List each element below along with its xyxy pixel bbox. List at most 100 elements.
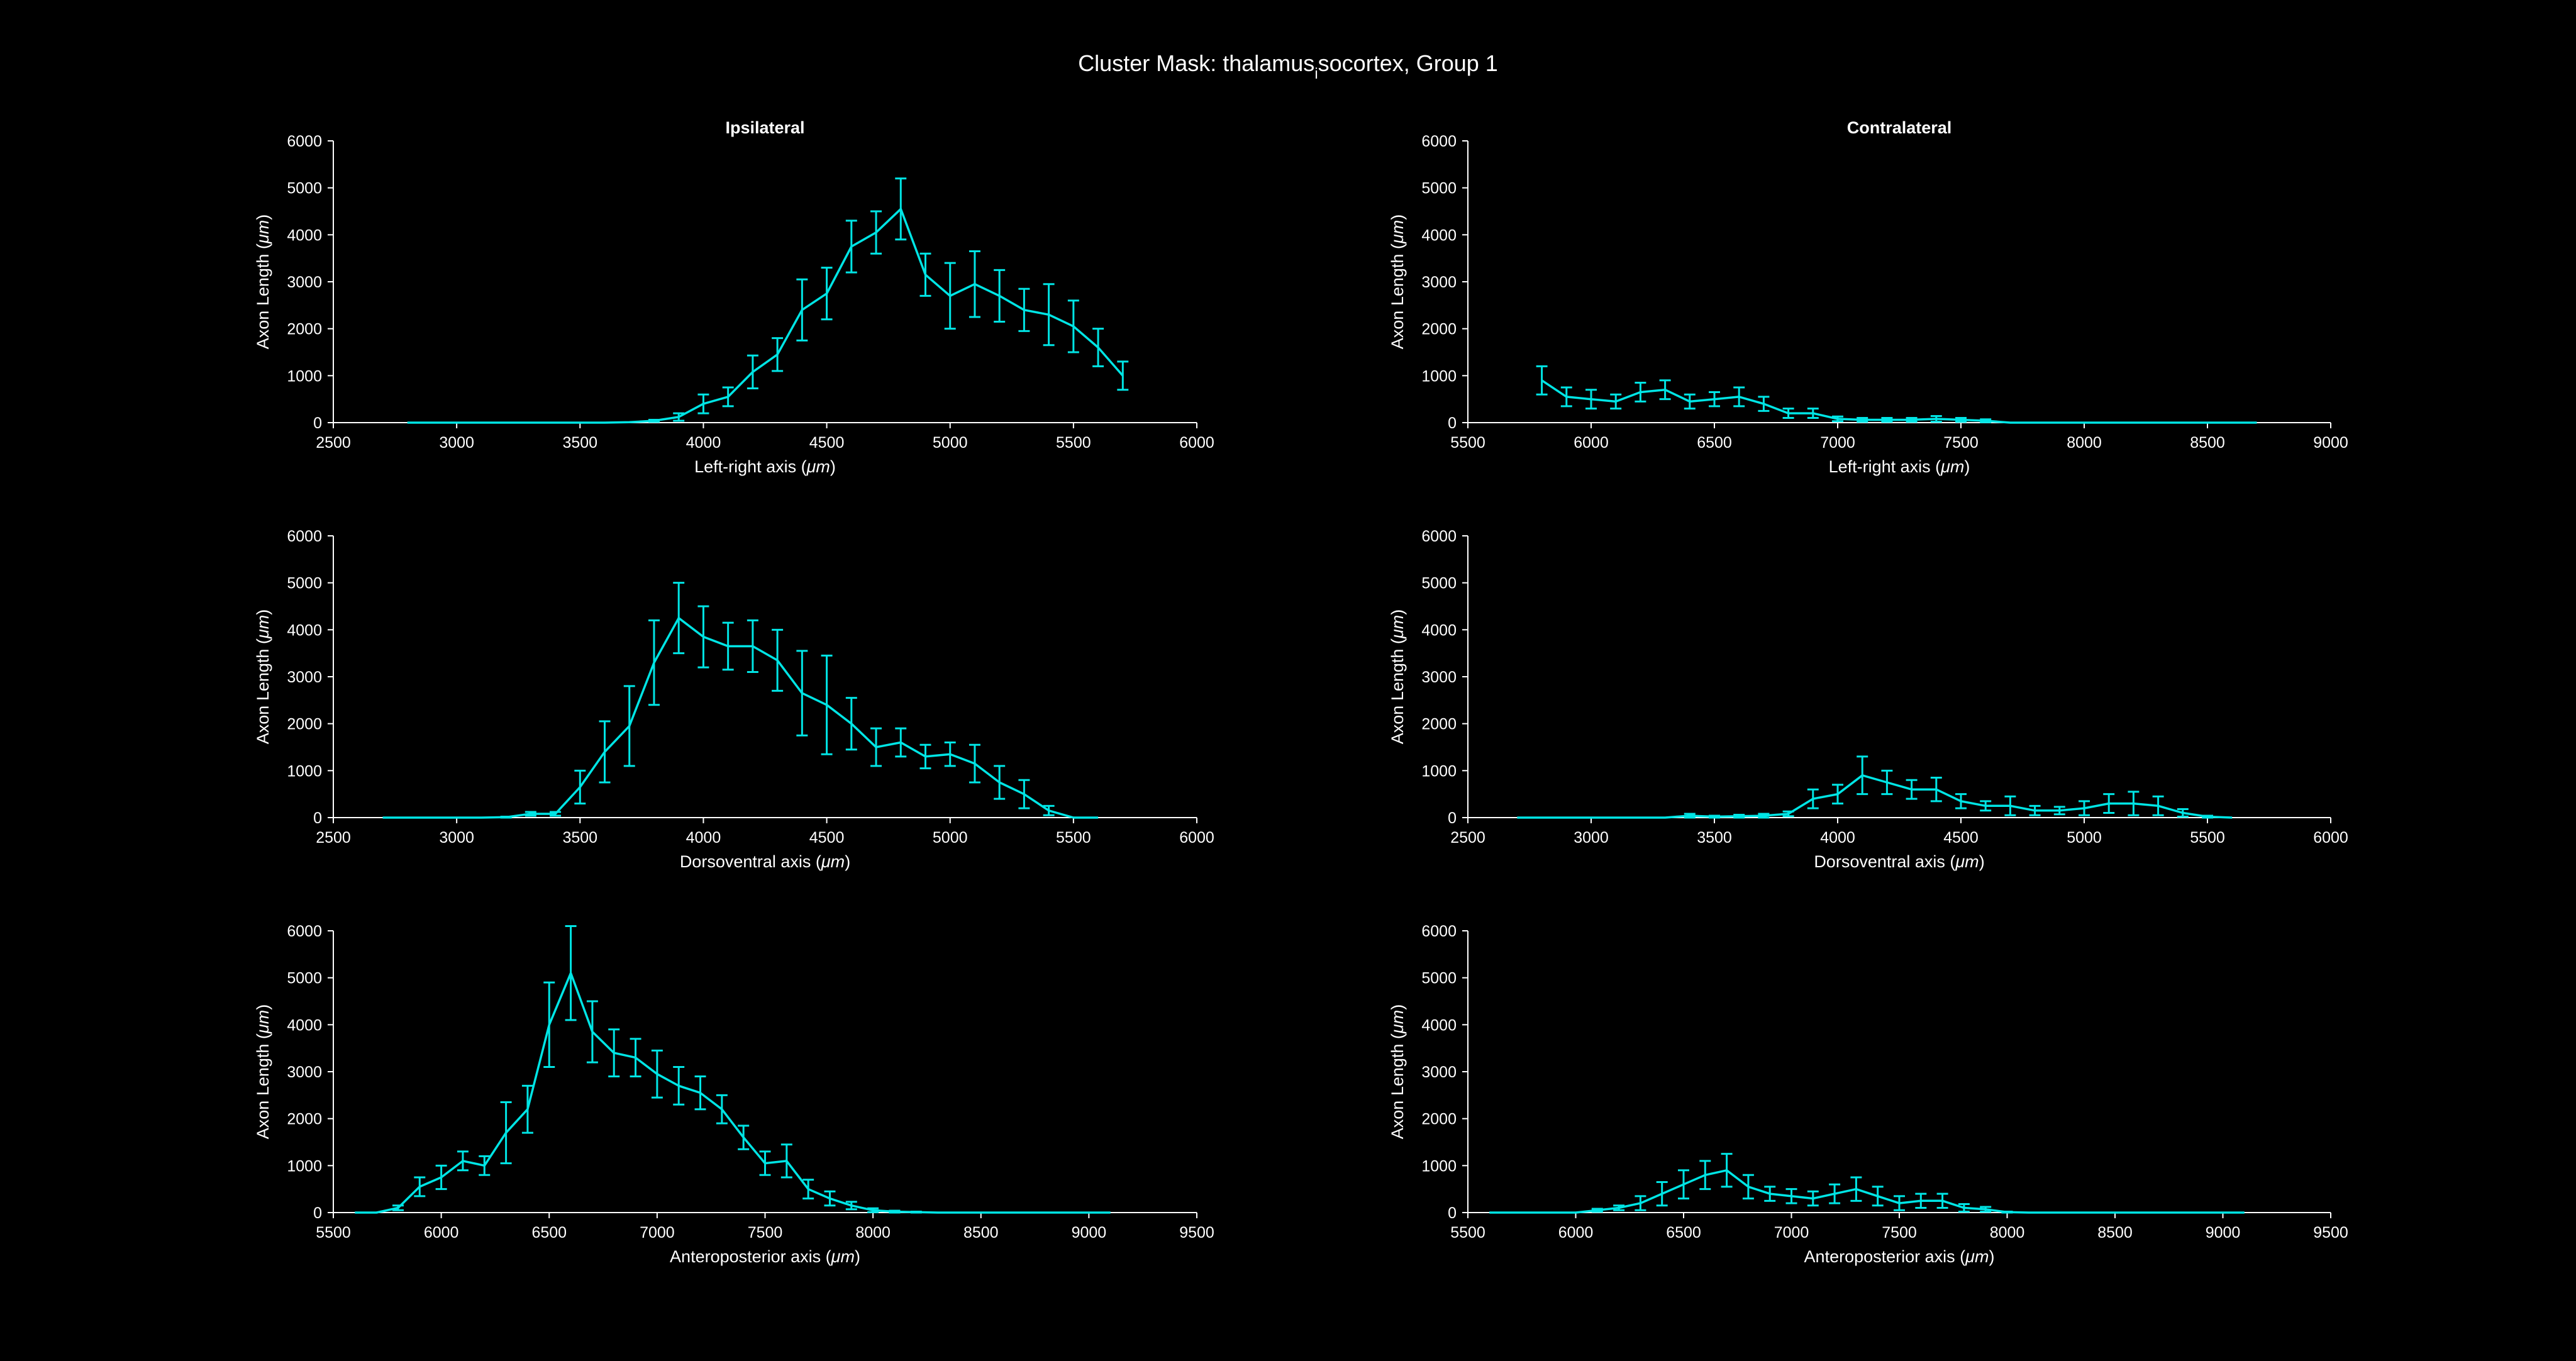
x-tick-label: 6500 xyxy=(1697,434,1732,452)
y-tick-label: 6000 xyxy=(1421,133,1457,150)
x-axis-label-part: ) xyxy=(855,1247,860,1266)
subplot-6: 5500 6000 6500 7000 7500 8000 8500 9000 9500 0 100… xyxy=(1388,923,2348,1266)
x-axis-label-part: Anteroposterior axis ( xyxy=(670,1247,831,1266)
series-line xyxy=(407,208,1124,424)
x-tick-label: 8500 xyxy=(963,1224,999,1242)
y-axis-label-part: Axon Length ( xyxy=(1388,1033,1407,1139)
x-tick-label: 5500 xyxy=(1450,434,1485,452)
y-tick-label: 0 xyxy=(313,414,322,432)
x-axis-label-part: Left-right axis ( xyxy=(1829,457,1941,476)
x-tick-label: 5000 xyxy=(933,434,968,452)
subplot-2: Contralateral 5500 6000 6500 7000 7500 8000 850… xyxy=(1388,118,2348,476)
x-tick-label: 9500 xyxy=(1179,1224,1214,1242)
y-axis-label: Axon Length (μm) xyxy=(1388,214,1407,349)
series-line xyxy=(1517,774,2233,819)
y-axis-label-part: ) xyxy=(253,1004,272,1010)
x-tick-label: 6500 xyxy=(1666,1224,1701,1242)
x-tick-label: 4000 xyxy=(1820,829,1855,847)
y-axis-label-part: ) xyxy=(1388,1004,1407,1010)
y-tick-label: 0 xyxy=(1448,414,1457,432)
series-line xyxy=(1489,1169,2245,1214)
x-axis-label: Anteroposterior axis (μm) xyxy=(670,1247,860,1266)
x-tick-label: 8000 xyxy=(2067,434,2102,452)
y-tick-label: 6000 xyxy=(287,923,322,940)
y-tick-label: 2000 xyxy=(1421,716,1457,733)
y-axis-label-part: ) xyxy=(1388,214,1407,220)
y-axis-label-part: Axon Length ( xyxy=(253,243,272,349)
y-tick-label: 6000 xyxy=(287,528,322,545)
y-axis-label: Axon Length (μm) xyxy=(253,214,272,349)
y-axis-label-part: Axon Length ( xyxy=(1388,243,1407,349)
x-tick-label: 4500 xyxy=(809,434,845,452)
y-tick-label: 0 xyxy=(313,809,322,827)
subplot-1: Ipsilateral 2500 3000 3500 4000 4500 5000 5500 6… xyxy=(253,118,1214,476)
subplot-title: Contralateral xyxy=(1847,118,1952,137)
x-axis-label-part: ) xyxy=(1964,457,1970,476)
x-tick-label: 5500 xyxy=(1450,1224,1485,1242)
x-tick-label: 8000 xyxy=(1990,1224,2025,1242)
x-tick-label: 4500 xyxy=(809,829,845,847)
x-tick-label: 6000 xyxy=(1179,434,1214,452)
y-tick-label: 5000 xyxy=(287,575,322,592)
y-tick-label: 4000 xyxy=(1421,621,1457,639)
y-tick-label: 0 xyxy=(1448,1204,1457,1222)
subplot-title: Ipsilateral xyxy=(725,118,804,137)
y-tick-label: 3000 xyxy=(287,1064,322,1081)
x-axis-label-part: Left-right axis ( xyxy=(694,457,807,476)
x-axis-label: Left-right axis (μm) xyxy=(1829,457,1970,476)
x-tick-label: 7500 xyxy=(1943,434,1979,452)
y-axis-label-part: ) xyxy=(253,214,272,220)
y-tick-label: 1000 xyxy=(287,1157,322,1175)
series-line xyxy=(382,616,1099,819)
series-line xyxy=(355,972,1111,1214)
x-tick-label: 5500 xyxy=(1056,829,1091,847)
y-axis-label-part: μm xyxy=(1388,220,1407,244)
x-axis-label-part: μm xyxy=(831,1247,855,1266)
x-tick-label: 4500 xyxy=(1943,829,1979,847)
y-tick-label: 5000 xyxy=(287,970,322,987)
x-tick-label: 6500 xyxy=(531,1224,567,1242)
y-tick-label: 2000 xyxy=(1421,1111,1457,1128)
x-tick-label: 7000 xyxy=(1774,1224,1809,1242)
x-tick-label: 6000 xyxy=(1558,1224,1594,1242)
x-axis-label: Left-right axis (μm) xyxy=(694,457,836,476)
y-tick-label: 0 xyxy=(313,1204,322,1222)
x-axis-label-part: μm xyxy=(1940,457,1964,476)
y-tick-label: 4000 xyxy=(1421,1016,1457,1034)
y-axis-label-part: Axon Length ( xyxy=(253,1033,272,1139)
y-tick-label: 3000 xyxy=(1421,669,1457,686)
y-tick-label: 5000 xyxy=(1421,575,1457,592)
figure-title: Cluster Mask: thalamusisocortex, Group 1 xyxy=(1078,50,1498,82)
x-tick-label: 5500 xyxy=(316,1224,351,1242)
y-axis-label-part: μm xyxy=(253,220,272,244)
y-tick-label: 0 xyxy=(1448,809,1457,827)
x-tick-label: 3500 xyxy=(562,434,597,452)
y-tick-label: 4000 xyxy=(1421,226,1457,244)
y-tick-label: 4000 xyxy=(287,1016,322,1034)
y-axis-label-part: ) xyxy=(1388,609,1407,615)
y-tick-label: 1000 xyxy=(287,367,322,385)
y-tick-label: 3000 xyxy=(287,274,322,291)
y-tick-label: 4000 xyxy=(287,621,322,639)
y-tick-label: 5000 xyxy=(1421,970,1457,987)
y-tick-label: 6000 xyxy=(1421,528,1457,545)
y-tick-label: 5000 xyxy=(287,180,322,197)
y-tick-label: 2000 xyxy=(287,321,322,338)
y-tick-label: 5000 xyxy=(1421,180,1457,197)
x-tick-label: 4000 xyxy=(686,434,721,452)
x-tick-label: 3000 xyxy=(439,434,474,452)
x-tick-label: 7000 xyxy=(640,1224,675,1242)
x-tick-label: 8000 xyxy=(855,1224,891,1242)
y-tick-label: 2000 xyxy=(287,716,322,733)
y-axis-label: Axon Length (μm) xyxy=(1388,1004,1407,1139)
x-tick-label: 2500 xyxy=(1450,829,1485,847)
y-axis-label-part: Axon Length ( xyxy=(253,638,272,744)
y-tick-label: 4000 xyxy=(287,226,322,244)
y-axis-label-part: Axon Length ( xyxy=(1388,638,1407,744)
x-axis-label: Anteroposterior axis (μm) xyxy=(1804,1247,1995,1266)
x-tick-label: 9500 xyxy=(2313,1224,2348,1242)
x-tick-label: 3000 xyxy=(439,829,474,847)
x-axis-label: Dorsoventral axis (μm) xyxy=(680,852,850,871)
y-tick-label: 2000 xyxy=(1421,321,1457,338)
